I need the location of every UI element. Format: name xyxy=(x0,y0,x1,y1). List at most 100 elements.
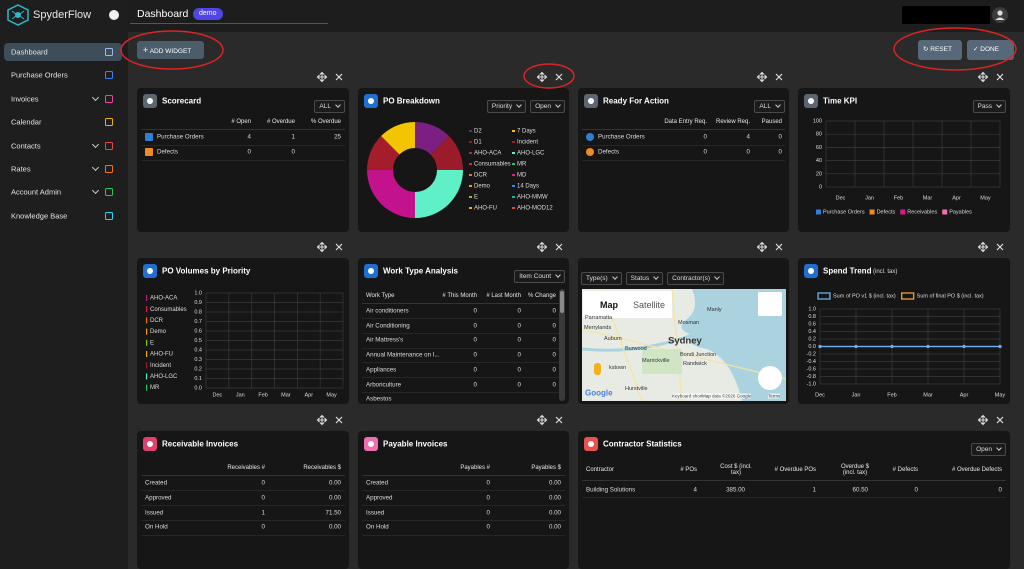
close-button[interactable] xyxy=(996,416,1004,424)
close-button[interactable] xyxy=(996,243,1004,251)
avatar[interactable] xyxy=(992,7,1008,23)
row-label: Purchase Orders xyxy=(157,133,204,141)
table-header: # Overdue xyxy=(266,119,295,125)
map-place: Merrylands xyxy=(584,325,612,331)
row-divider xyxy=(141,490,345,492)
row-divider xyxy=(362,377,565,379)
select-value: Open xyxy=(535,103,551,110)
close-button[interactable] xyxy=(555,416,563,424)
move-handle[interactable] xyxy=(316,71,328,83)
pegman[interactable] xyxy=(594,363,601,375)
select-caret xyxy=(996,445,1002,451)
nav-item[interactable]: Purchase Orders xyxy=(4,66,122,84)
move-glyph xyxy=(316,414,328,426)
widget-title: Scorecard xyxy=(162,96,202,106)
widget-card: Ready For Action ALL Data Entry Req. Review… xyxy=(578,88,789,232)
close-button[interactable] xyxy=(335,73,343,81)
nav-label: Contacts xyxy=(11,141,41,151)
table-cell: 1 xyxy=(812,486,816,494)
table-header: Contractor xyxy=(586,467,615,473)
close-button[interactable] xyxy=(555,243,563,251)
nav-item[interactable]: Rates xyxy=(4,160,122,178)
close-button[interactable] xyxy=(996,73,1004,81)
table-cell: 0 xyxy=(261,523,265,531)
map-place: Burwood xyxy=(625,346,647,352)
move-handle[interactable] xyxy=(977,241,989,253)
table-header: # Overdue POs xyxy=(774,467,816,473)
widget-subtitle: (incl. tax) xyxy=(873,269,898,275)
move-handle[interactable] xyxy=(316,414,328,426)
move-handle[interactable] xyxy=(756,71,768,83)
row-divider xyxy=(582,497,1006,498)
fullscreen-button[interactable] xyxy=(758,292,782,316)
nav-item[interactable]: Contacts xyxy=(4,137,122,155)
select[interactable]: Type(s) xyxy=(581,272,622,285)
nav-chevron xyxy=(91,187,100,195)
nav-item[interactable]: Account Admin xyxy=(4,183,122,201)
map-place: Randwick xyxy=(683,361,707,367)
close-button[interactable] xyxy=(775,73,783,81)
select[interactable]: Status xyxy=(625,272,664,285)
row-marker xyxy=(586,148,594,156)
move-handle[interactable] xyxy=(756,241,768,253)
table-header: # POs xyxy=(680,467,697,473)
table-cell: 25 xyxy=(334,133,341,141)
move-handle[interactable] xyxy=(977,71,989,83)
close-button[interactable] xyxy=(335,416,343,424)
add-widget-button[interactable]: + ADD WIDGET xyxy=(137,41,204,59)
select[interactable]: ALL xyxy=(314,100,345,113)
widget-title: Time KPI xyxy=(823,96,858,106)
widget-controls: Item Count xyxy=(510,265,565,283)
highlight-circle xyxy=(523,63,575,89)
select[interactable]: Pass xyxy=(972,100,1006,113)
table-cell: 0 xyxy=(473,351,477,359)
nav-item[interactable]: Calendar xyxy=(4,113,122,131)
nav-item[interactable]: Dashboard xyxy=(4,43,122,61)
row-divider xyxy=(141,159,345,161)
nav-label: Dashboard xyxy=(11,47,48,57)
nav-icon xyxy=(105,165,113,173)
row-divider xyxy=(362,362,565,364)
nav-label: Calendar xyxy=(11,117,42,127)
close-button[interactable] xyxy=(335,243,343,251)
nav-item[interactable]: Knowledge Base xyxy=(4,207,122,225)
close-button[interactable] xyxy=(555,73,563,81)
select[interactable]: ALL xyxy=(754,100,785,113)
table-cell: 0 xyxy=(473,336,477,344)
select[interactable]: Priority xyxy=(486,100,527,113)
row-divider xyxy=(362,347,565,349)
widget-title: Spend Trend xyxy=(823,266,872,276)
move-handle[interactable] xyxy=(316,241,328,253)
move-handle[interactable] xyxy=(536,414,548,426)
select-caret xyxy=(516,102,522,108)
reset-button[interactable]: ↻ RESET xyxy=(918,40,962,60)
widget-icon-glyph xyxy=(368,268,374,274)
move-glyph xyxy=(756,241,768,253)
select[interactable]: Contractor(s) xyxy=(667,272,725,285)
camera-control[interactable] xyxy=(758,366,782,390)
table-cell: 0 xyxy=(517,381,521,388)
move-handle[interactable] xyxy=(977,414,989,426)
table-header: % Overdue xyxy=(310,119,341,125)
done-button[interactable]: ✓ DONE xyxy=(967,40,1014,60)
close-button[interactable] xyxy=(775,243,783,251)
table-cell: 0 xyxy=(998,486,1002,494)
row-divider xyxy=(141,520,345,521)
map: Map Satellite Parramatta Merrylands Auburn Bu… xyxy=(582,289,786,401)
row-marker xyxy=(145,148,153,156)
widget-card: PO Breakdown Priority Open xyxy=(358,88,569,232)
table-cell: 0 xyxy=(473,381,477,388)
move-handle[interactable] xyxy=(536,241,548,253)
row-label: Approved xyxy=(366,494,393,502)
move-handle[interactable] xyxy=(536,71,548,83)
select-caret xyxy=(775,102,781,108)
badge: demo xyxy=(193,8,223,20)
row-label: Issued xyxy=(366,509,385,517)
select[interactable]: Open xyxy=(971,443,1006,456)
select[interactable]: Open xyxy=(530,100,565,113)
nav-item[interactable]: Invoices xyxy=(4,90,122,108)
theme-toggle[interactable] xyxy=(109,10,119,20)
map-type-control: Map Satellite xyxy=(583,291,672,318)
widget-icon-glyph xyxy=(368,441,374,447)
select[interactable]: Item Count xyxy=(514,270,565,283)
